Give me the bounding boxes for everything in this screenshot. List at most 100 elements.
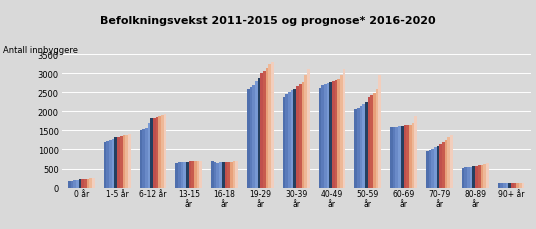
Bar [258, 79, 260, 188]
Bar [321, 86, 324, 188]
Bar [343, 70, 345, 188]
Bar [429, 151, 431, 188]
Bar [263, 72, 266, 188]
Bar [511, 184, 513, 188]
Bar [522, 183, 524, 188]
Bar [326, 84, 329, 188]
Bar [318, 88, 321, 188]
Bar [396, 127, 398, 188]
Bar [401, 126, 404, 188]
Bar [478, 166, 480, 188]
Bar [307, 70, 310, 188]
Bar [519, 183, 522, 188]
Bar [291, 91, 293, 188]
Bar [103, 142, 106, 188]
Bar [450, 135, 453, 188]
Bar [340, 75, 343, 188]
Bar [194, 161, 197, 188]
Bar [84, 179, 87, 188]
Bar [181, 163, 183, 188]
Bar [92, 178, 95, 188]
Bar [271, 63, 274, 188]
Bar [125, 135, 128, 188]
Text: Befolkningsvekst 2011-2015 og prognose* 2016-2020: Befolkningsvekst 2011-2015 og prognose* … [100, 16, 436, 26]
Bar [299, 85, 302, 188]
Bar [434, 147, 437, 188]
Bar [503, 184, 505, 188]
Bar [368, 98, 370, 188]
Bar [442, 142, 445, 188]
Bar [296, 87, 299, 188]
Bar [378, 76, 381, 188]
Bar [269, 64, 271, 188]
Bar [472, 166, 475, 188]
Bar [109, 141, 112, 188]
Bar [183, 162, 186, 188]
Bar [219, 163, 222, 188]
Bar [337, 80, 340, 188]
Bar [81, 180, 84, 188]
Bar [71, 181, 73, 188]
Bar [448, 138, 450, 188]
Bar [373, 94, 376, 188]
Text: Antall innbyggere: Antall innbyggere [3, 46, 78, 55]
Bar [123, 136, 125, 188]
Bar [222, 163, 225, 188]
Bar [376, 90, 378, 188]
Bar [189, 162, 191, 188]
Bar [445, 140, 448, 188]
Bar [112, 140, 115, 188]
Bar [266, 68, 269, 188]
Bar [128, 134, 131, 188]
Bar [426, 152, 429, 188]
Bar [360, 106, 362, 188]
Bar [227, 162, 230, 188]
Bar [145, 128, 147, 188]
Bar [486, 164, 489, 188]
Bar [293, 90, 296, 188]
Bar [199, 161, 202, 188]
Bar [362, 104, 365, 188]
Bar [393, 127, 396, 188]
Bar [225, 162, 227, 188]
Bar [370, 96, 373, 188]
Bar [115, 137, 117, 188]
Bar [409, 125, 412, 188]
Bar [230, 162, 233, 188]
Bar [431, 150, 434, 188]
Bar [285, 95, 288, 188]
Bar [178, 163, 181, 188]
Bar [475, 166, 478, 188]
Bar [155, 118, 158, 188]
Bar [398, 127, 401, 188]
Bar [217, 163, 219, 188]
Bar [73, 180, 76, 188]
Bar [390, 127, 393, 188]
Bar [497, 184, 500, 188]
Bar [139, 131, 142, 188]
Bar [250, 87, 252, 188]
Bar [158, 117, 161, 188]
Bar [500, 184, 503, 188]
Bar [197, 161, 199, 188]
Bar [412, 123, 414, 188]
Bar [175, 163, 178, 188]
Bar [437, 146, 440, 188]
Bar [191, 162, 194, 188]
Bar [467, 167, 470, 188]
Bar [68, 181, 71, 188]
Bar [120, 136, 123, 188]
Bar [357, 108, 360, 188]
Bar [329, 83, 332, 188]
Bar [252, 85, 255, 188]
Bar [90, 178, 92, 188]
Bar [324, 85, 326, 188]
Bar [117, 137, 120, 188]
Bar [332, 82, 334, 188]
Bar [147, 123, 150, 188]
Bar [186, 162, 189, 188]
Bar [153, 118, 155, 188]
Bar [247, 89, 250, 188]
Bar [406, 125, 409, 188]
Bar [106, 142, 109, 188]
